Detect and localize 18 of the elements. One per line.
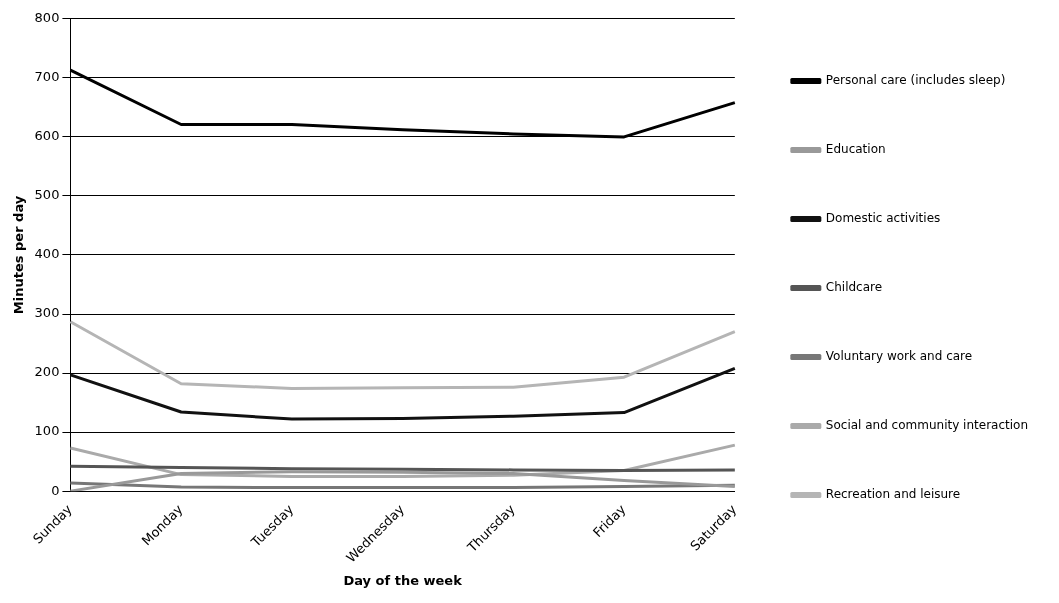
legend-label: Recreation and leisure bbox=[825, 487, 961, 502]
y-tick-label: 300 bbox=[34, 305, 60, 321]
legend-label: Childcare bbox=[825, 280, 883, 295]
y-tick-label: 400 bbox=[34, 246, 60, 262]
x-axis-title: Day of the week bbox=[343, 572, 463, 588]
y-tick-label: 200 bbox=[34, 364, 60, 380]
y-tick-label: 700 bbox=[34, 69, 60, 85]
y-tick-label: 0 bbox=[51, 482, 60, 498]
legend-label: Domestic activities bbox=[825, 211, 941, 226]
legend-label: Social and community interaction bbox=[825, 418, 1029, 433]
legend-label: Education bbox=[825, 142, 886, 157]
y-axis-title: Minutes per day bbox=[11, 195, 27, 315]
legend-label: Personal care (includes sleep) bbox=[825, 73, 1006, 88]
y-tick-label: 600 bbox=[34, 128, 60, 144]
legend-label: Voluntary work and care bbox=[825, 349, 973, 364]
y-tick-label: 100 bbox=[34, 423, 60, 439]
y-tick-label: 500 bbox=[34, 187, 60, 203]
y-tick-label: 800 bbox=[34, 10, 60, 26]
